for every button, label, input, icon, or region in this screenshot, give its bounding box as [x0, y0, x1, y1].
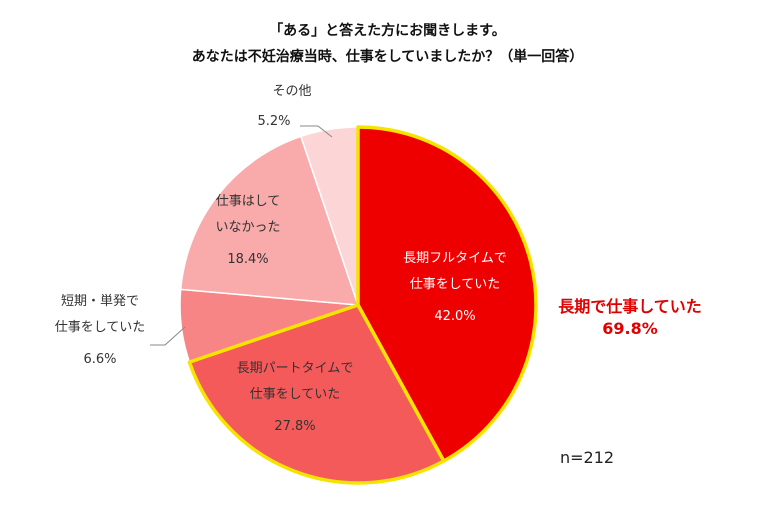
pie-slice-4 — [179, 135, 360, 306]
slice-value-label: 5.2% — [257, 114, 290, 129]
highlight-outline-slice-1 — [356, 125, 538, 463]
leader-line-5 — [300, 125, 333, 138]
highlight-outline — [187, 125, 538, 485]
slice-label-line: 長期パートタイムで — [237, 361, 354, 376]
leader-lines — [150, 125, 333, 346]
slice-value-label: 27.8% — [274, 419, 315, 434]
slice-label-line: 仕事をしていた — [250, 387, 341, 402]
slice-label-1: 長期フルタイムで仕事をしていた 42.0% — [403, 251, 507, 324]
slice-label-line: 仕事はして — [216, 194, 281, 209]
slice-label-2: 長期パートタイムで仕事をしていた 27.8% — [237, 361, 354, 434]
slice-label-line: 仕事をしていた — [410, 277, 501, 292]
slice-labels: 長期フルタイムで仕事をしていた 42.0%長期パートタイムで仕事をしていた 27.8… — [55, 84, 507, 434]
pie-slices — [179, 126, 537, 484]
sample-size-label: n=212 — [560, 448, 615, 467]
slice-label-line: その他 — [272, 84, 311, 99]
slice-label-line: 長期フルタイムで — [403, 251, 507, 266]
long-term-work-callout: 長期で仕事していた 69.8% — [530, 296, 730, 340]
chart-title-line-2: あなたは不妊治療当時、仕事をしていましたか？（単一回答） — [191, 49, 584, 65]
slice-label-3: 短期・単発で仕事をしていた 6.6% — [55, 293, 146, 367]
chart-title-line-1: 「ある」と答えた方にお聞きします。 — [269, 23, 506, 39]
slice-label-line: いなかった — [215, 220, 280, 235]
callout-label: 長期で仕事していた — [558, 297, 702, 316]
slice-label-4: 仕事はしていなかった 18.4% — [215, 194, 280, 267]
highlight-outline-slice-2 — [187, 303, 446, 485]
callout-value: 69.8% — [602, 319, 658, 338]
slice-label-line: 仕事をしていた — [55, 320, 146, 335]
slice-label-5: その他 5.2% — [257, 84, 311, 129]
slice-value-label: 18.4% — [227, 252, 268, 267]
leader-line-3 — [150, 326, 186, 346]
slice-value-label: 42.0% — [434, 309, 475, 324]
slice-value-label: 6.6% — [83, 352, 116, 367]
slice-label-line: 短期・単発で — [61, 293, 139, 309]
